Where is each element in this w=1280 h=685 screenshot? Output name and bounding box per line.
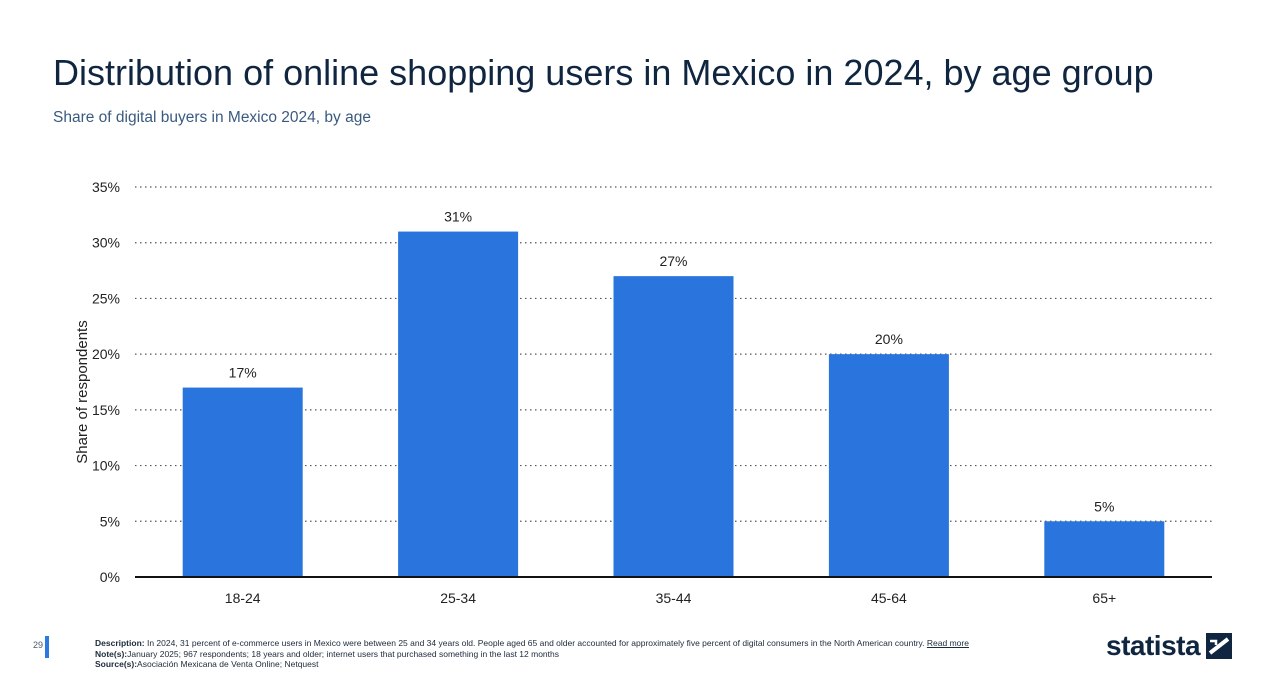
statista-logo-icon <box>1206 633 1233 659</box>
category-label: 35-44 <box>656 590 692 606</box>
y-tick-labels: 0% 5% 10% 15% 20% 25% 30% 35% <box>92 179 120 585</box>
footer-sources: Source(s):Asociación Mexicana de Venta O… <box>95 659 1045 670</box>
sources-text: Asociación Mexicana de Venta Online; Net… <box>137 659 319 669</box>
bar-45-64[interactable] <box>828 354 949 577</box>
page-number: 29 <box>33 640 44 650</box>
y-axis-title: Share of respondents <box>74 320 91 463</box>
y-tick-label: 30% <box>92 235 120 251</box>
chart-title: Distribution of online shopping users in… <box>53 52 1154 93</box>
data-label: 5% <box>1094 498 1114 514</box>
y-tick-label: 15% <box>92 402 120 418</box>
bars <box>182 231 1165 578</box>
category-labels: 18-24 25-34 35-44 45-64 65+ <box>225 590 1116 606</box>
bar-18-24[interactable] <box>182 387 303 577</box>
notes-text: January 2025; 967 respondents; 18 years … <box>127 648 559 659</box>
sources-label: Source(s): <box>95 659 138 669</box>
category-label: 45-64 <box>871 590 907 606</box>
y-tick-label: 0% <box>100 569 120 585</box>
bar-25-34[interactable] <box>398 231 519 578</box>
y-tick-label: 35% <box>92 179 120 195</box>
description-label: Description: <box>95 638 145 648</box>
description-text: In 2024, 31 percent of e-commerce users … <box>146 638 925 648</box>
data-label: 31% <box>444 209 472 225</box>
bar-chart: 0% 5% 10% 15% 20% 25% 30% 35% 17% 31% 27% 20% 5% 18… <box>74 179 1212 606</box>
read-more-link[interactable]: Read more <box>926 638 969 648</box>
data-labels: 17% 31% 27% 20% 5% <box>229 209 1115 515</box>
statista-logo[interactable]: statista <box>1106 629 1233 663</box>
chart-subtitle: Share of digital buyers in Mexico 2024, … <box>53 109 371 126</box>
category-label: 65+ <box>1092 590 1116 606</box>
category-label: 18-24 <box>225 590 261 606</box>
y-tick-label: 5% <box>100 513 120 529</box>
bar-65+[interactable] <box>1044 521 1165 577</box>
notes-label: Note(s): <box>95 648 128 659</box>
y-tick-label: 25% <box>92 290 120 306</box>
footer-description: Description: In 2024, 31 percent of e-co… <box>95 638 1045 649</box>
category-label: 25-34 <box>440 590 476 606</box>
data-label: 17% <box>229 365 257 381</box>
logo-text: statista <box>1106 630 1201 661</box>
y-tick-label: 10% <box>92 458 120 474</box>
data-label: 27% <box>659 253 687 269</box>
y-tick-label: 20% <box>92 346 120 362</box>
data-label: 20% <box>875 331 903 347</box>
footer-accent-bar <box>45 636 49 658</box>
bar-35-44[interactable] <box>613 276 734 577</box>
footer-notes: Note(s):January 2025; 967 respondents; 1… <box>95 649 1045 660</box>
